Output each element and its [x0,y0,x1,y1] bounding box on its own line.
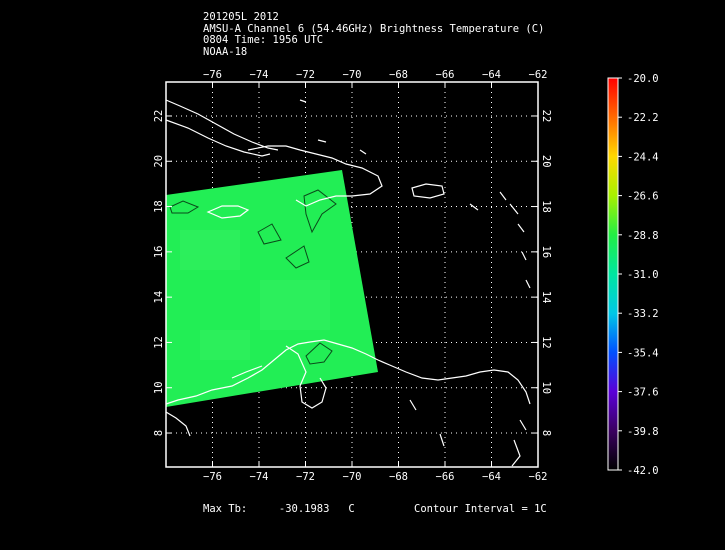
lon-label-bottom: −76 [203,471,222,483]
contour-lines [169,189,337,365]
header-line-storm: 201205L 2012 [203,11,279,23]
lat-label-left: 20 [153,155,165,168]
lat-label-left: 22 [153,110,165,123]
lon-label-bottom: −74 [250,471,269,483]
max-tb-value: -30.1983 [278,503,330,515]
lon-label-top: −76 [203,69,222,81]
lon-label-bottom: −68 [389,471,408,483]
colorbar-label: -31.0 [627,269,659,281]
header-line-channel: AMSU-A Channel 6 (54.46GHz) Brightness T… [203,22,545,35]
lon-label-top: −64 [482,69,501,81]
max-tb-unit: C [348,503,355,515]
lat-label-left: 14 [153,291,165,304]
colorbar-label: -42.0 [627,465,659,477]
swath-texture [180,230,330,360]
colorbar-label: -39.8 [627,426,659,438]
lat-label-right: 16 [540,246,552,259]
colorbar-label: -37.6 [627,387,659,399]
header-line-satellite: NOAA-18 [203,45,248,58]
map-tick-labels: −76 −76 −74 −74 −72 −72 −70 −70 −68 −68 −66 −66 −64 −… [153,69,552,483]
lat-label-right: 12 [540,336,552,349]
colorbar-label: -33.2 [627,308,659,320]
lat-label-right: 10 [540,381,552,394]
lat-label-left: 16 [153,246,165,259]
lat-label-right: 20 [540,155,552,168]
colorbar-label: -35.4 [627,347,659,359]
lon-label-bottom: −72 [296,471,315,483]
colorbar-gradient [607,77,619,471]
lon-label-bottom: −62 [529,471,548,483]
lat-label-right: 8 [540,430,552,436]
header: 201205L 2012 AMSU-A Channel 6 (54.46GHz)… [203,11,545,58]
lon-label-top: −74 [250,69,269,81]
lon-label-bottom: −66 [436,471,455,483]
lon-label-top: −62 [529,69,548,81]
header-line-time: 0804 Time: 1956 UTC [203,34,324,46]
lon-label-top: −72 [296,69,315,81]
colorbar-label: -20.0 [627,73,659,85]
lat-label-left: 10 [153,381,165,394]
colorbar-label: -28.8 [627,230,659,242]
lat-label-right: 18 [540,200,552,213]
lon-label-bottom: −64 [482,471,501,483]
footer-max: Max Tb: -30.1983 C [203,503,355,515]
lat-label-right: 14 [540,291,552,304]
colorbar-label: -22.2 [627,112,659,124]
lat-label-left: 18 [153,200,165,213]
lon-label-top: −70 [343,69,362,81]
colorbar-labels: -20.0 -22.2 -24.4 -26.6 -28.8 -31.0 -33.2 -35.4… [618,73,659,477]
lat-label-left: 8 [153,430,165,436]
lon-label-top: −68 [389,69,408,81]
max-tb-label: Max Tb: [203,503,248,515]
colorbar-label: -24.4 [627,151,659,163]
lat-label-right: 22 [540,110,552,123]
lat-label-left: 12 [153,336,165,349]
colorbar-label: -26.6 [627,191,659,203]
contour-interval: Contour Interval = 1C [414,503,547,515]
lon-label-top: −66 [436,69,455,81]
coastlines [165,99,531,467]
lon-label-bottom: −70 [343,471,362,483]
